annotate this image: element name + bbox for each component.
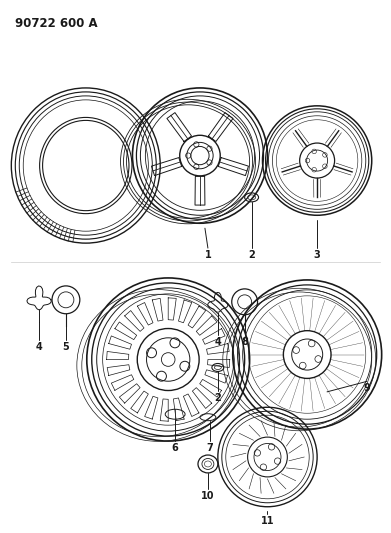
Text: 90722 600 A: 90722 600 A [15, 17, 98, 30]
Text: 8: 8 [241, 337, 248, 346]
Text: 11: 11 [261, 516, 274, 526]
Text: 7: 7 [206, 443, 213, 453]
Text: 4: 4 [36, 342, 43, 352]
Text: 5: 5 [63, 342, 69, 352]
Text: 2: 2 [215, 393, 221, 403]
Text: 6: 6 [172, 443, 179, 453]
Text: 1: 1 [204, 250, 211, 260]
Text: 10: 10 [201, 491, 215, 501]
Text: 9: 9 [363, 383, 370, 393]
Text: 4: 4 [215, 337, 221, 346]
Text: 2: 2 [248, 250, 255, 260]
Text: 3: 3 [314, 250, 321, 260]
